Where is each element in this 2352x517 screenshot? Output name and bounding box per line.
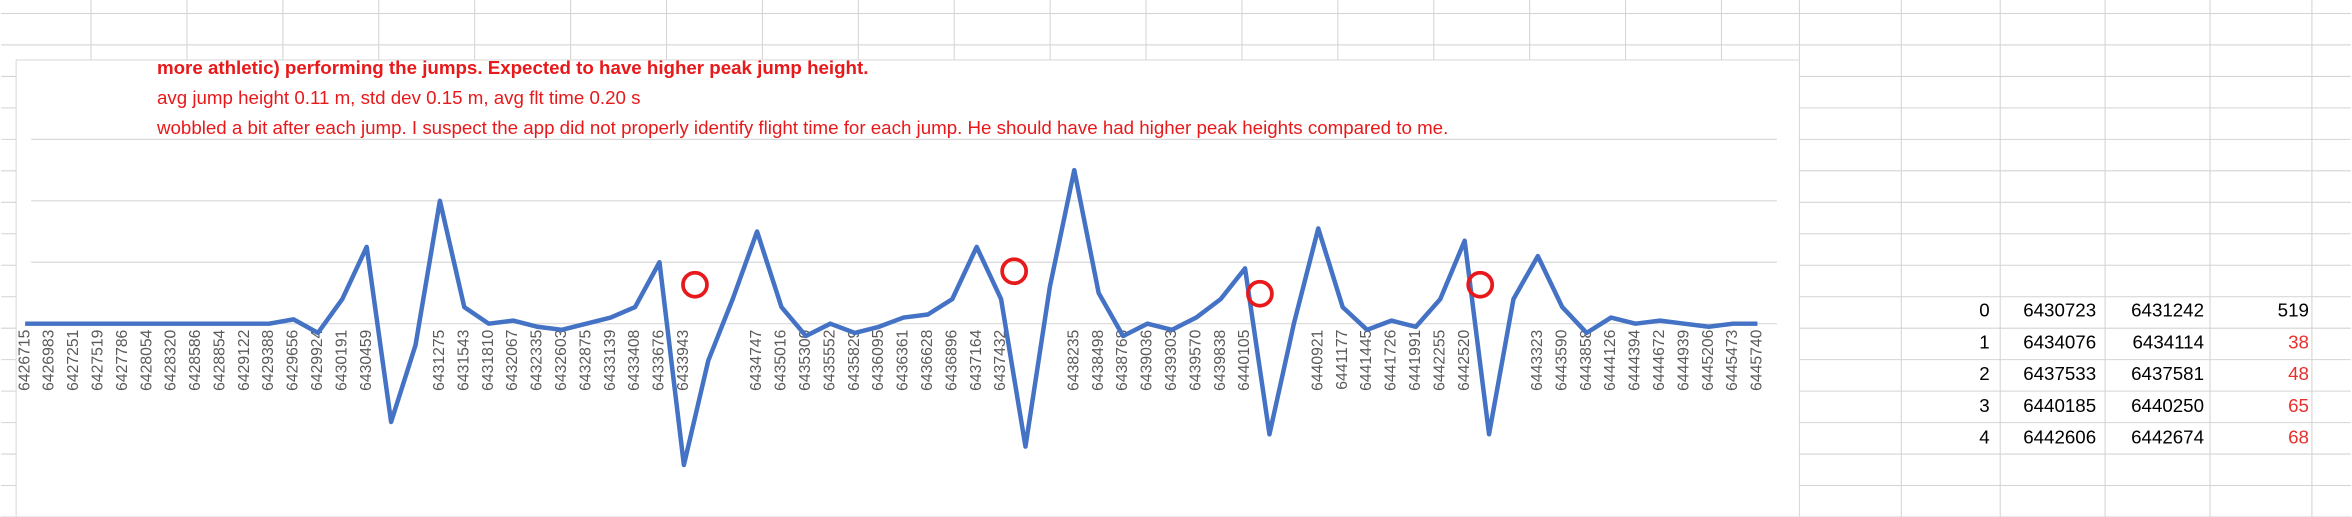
x-tick-label: 6432603: [553, 329, 570, 390]
annotation-circles: [681, 257, 1495, 308]
annotation: avg jump height 0.11 m, std dev 0.15 m, …: [157, 87, 640, 108]
x-tick-label: 6438235: [1065, 329, 1082, 390]
x-tick-label: 6428586: [187, 329, 204, 390]
x-tick-label: 6429388: [260, 329, 277, 390]
x-tick-label: 6441991: [1407, 330, 1424, 391]
table-cell: 519: [2278, 300, 2309, 321]
x-tick-label: 6441726: [1383, 329, 1400, 390]
x-tick-label: 6437432: [992, 330, 1009, 391]
table-cell: 6440185: [2023, 395, 2096, 416]
table-cell: 6440250: [2131, 395, 2204, 416]
table-cell: 68: [2288, 427, 2309, 448]
table-cell: 3: [1979, 395, 1989, 416]
table-cell: 6437581: [2131, 363, 2204, 384]
x-tick-label: 6441445: [1358, 329, 1375, 390]
x-tick-label: 6434747: [748, 330, 765, 391]
table-cell: 48: [2288, 363, 2309, 384]
x-tick-label: 6439036: [1139, 329, 1156, 390]
x-tick-label: 6431810: [480, 329, 497, 390]
x-tick-label: 6444672: [1651, 330, 1668, 391]
table-cell: 4: [1979, 427, 1989, 448]
circle-marker: [1246, 279, 1274, 308]
x-tick-label: 6426715: [16, 329, 33, 390]
table-cell: 2: [1979, 363, 1989, 384]
table-cell: 38: [2288, 331, 2309, 352]
circle-marker: [681, 270, 709, 299]
x-tick-label: 6444939: [1675, 330, 1692, 391]
x-tick-label: 6431275: [431, 329, 448, 390]
x-tick-label: 6429122: [236, 330, 253, 391]
x-tick-label: 6445740: [1749, 329, 1766, 390]
table-cell: 6431242: [2131, 300, 2204, 321]
x-tick-label: 6435016: [773, 329, 790, 390]
table-cell: 65: [2288, 395, 2309, 416]
x-tick-label: 6435829: [846, 330, 863, 391]
annotation: more athletic) performing the jumps. Exp…: [157, 57, 868, 78]
x-tick-label: 6428320: [163, 329, 180, 390]
x-tick-label: 6430459: [358, 330, 375, 391]
x-tick-label: 6436095: [870, 329, 887, 390]
x-tick-label: 6444394: [1627, 329, 1644, 390]
x-tick-label: 6440105: [1236, 329, 1253, 390]
x-tick-label: 6435552: [821, 330, 838, 391]
x-tick-label: 6428054: [138, 329, 155, 390]
table-cell: 6442674: [2131, 427, 2204, 448]
circle-marker: [1466, 270, 1495, 299]
x-tick-label: 6438768: [1114, 329, 1131, 390]
x-tick-label: 6435300: [797, 329, 814, 390]
chart: more athletic) performing the jumps. Exp…: [16, 57, 1777, 468]
x-tick-label: 6432875: [577, 329, 594, 390]
x-tick-label: 6426983: [41, 329, 58, 390]
x-tick-label: 6432335: [529, 329, 546, 390]
x-tick-label: 6442255: [1431, 329, 1448, 390]
x-tick-label: 6445206: [1700, 329, 1717, 390]
x-tick-label: 6427786: [114, 329, 131, 390]
x-tick-label: 6433408: [626, 329, 643, 390]
x-tick-label: 6438498: [1090, 329, 1107, 390]
annotation: wobbled a bit after each jump. I suspect…: [156, 117, 1448, 138]
x-tick-label: 6428854: [211, 329, 228, 390]
x-tick-label: 6436896: [943, 329, 960, 390]
x-tick-label: 6445473: [1724, 329, 1741, 390]
x-tick-label: 6433676: [651, 329, 668, 390]
x-tick-label: 6431543: [455, 329, 472, 390]
x-tick-label: 6436628: [919, 329, 936, 390]
x-tick-label: 6427251: [65, 330, 82, 391]
x-tick-label: 6443323: [1529, 329, 1546, 390]
chart-area: [15, 59, 1800, 517]
data-table: 0 6430723 6431242 519 1 6434076 6434114 38 2 6437…: [1979, 300, 2309, 448]
x-tick-label: 6429924: [309, 329, 326, 390]
x-tick-label: 6439570: [1187, 329, 1204, 390]
data-line: [25, 167, 1758, 468]
x-tick-label: 6427519: [89, 330, 106, 391]
x-tick-label: 6439303: [1163, 329, 1180, 390]
x-tick-label: 6437164: [968, 329, 985, 390]
x-tick-label: 6443858: [1578, 329, 1595, 390]
circle-marker: [1000, 257, 1029, 286]
table-cell: 1: [1979, 331, 1989, 352]
x-tick-label: 6429656: [285, 329, 302, 390]
x-tick-label: 6432067: [504, 330, 521, 391]
x-tick-label: 6444126: [1602, 329, 1619, 390]
table-cell: 6434114: [2133, 331, 2204, 352]
x-tick-label: 6436361: [895, 330, 912, 391]
x-tick-label: 6430191: [333, 330, 350, 391]
table-cell: 6434076: [2023, 331, 2096, 352]
x-tick-label: 6443590: [1553, 329, 1570, 390]
x-tick-label: 6442520: [1456, 329, 1473, 390]
table-cell: 6437533: [2023, 363, 2096, 384]
x-tick-label: 6433943: [675, 329, 692, 390]
x-tick-label: 6440921: [1309, 330, 1326, 391]
table-cell: 6430723: [2023, 300, 2096, 321]
table-cell: 6442606: [2023, 427, 2096, 448]
x-tick-label: 6441177: [1334, 330, 1351, 390]
table-cell: 0: [1979, 300, 1989, 321]
x-tick-label: 6439838: [1212, 329, 1229, 390]
x-tick-label: 6433139: [602, 330, 619, 391]
